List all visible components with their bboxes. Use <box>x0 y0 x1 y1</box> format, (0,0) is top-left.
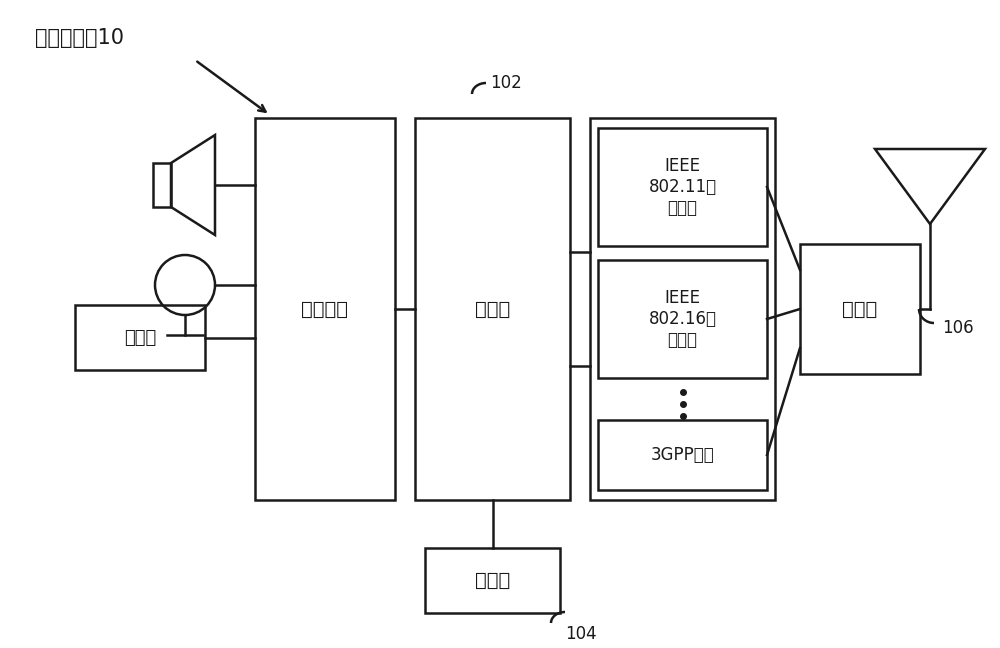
Text: 3GPP接口: 3GPP接口 <box>651 446 714 464</box>
Text: 102: 102 <box>490 74 522 92</box>
Text: 用户接口: 用户接口 <box>302 299 349 319</box>
Text: 耦合器: 耦合器 <box>842 299 878 319</box>
Bar <box>590 118 775 500</box>
Text: 显示器: 显示器 <box>124 329 156 347</box>
Text: IEEE
802.11网
络接口: IEEE 802.11网 络接口 <box>648 157 717 217</box>
Bar <box>800 244 920 374</box>
Text: 处理器: 处理器 <box>475 299 510 319</box>
Bar <box>598 128 767 246</box>
Bar <box>425 548 560 613</box>
Bar <box>415 118 570 500</box>
Bar <box>598 420 767 490</box>
Text: 存储器: 存储器 <box>475 571 510 590</box>
Text: 104: 104 <box>565 625 597 643</box>
Bar <box>255 118 395 500</box>
Text: 106: 106 <box>942 319 974 337</box>
Bar <box>75 305 205 370</box>
Text: 计算机终端10: 计算机终端10 <box>35 28 124 48</box>
Text: IEEE
802.16网
络接口: IEEE 802.16网 络接口 <box>648 289 716 349</box>
Bar <box>153 163 171 207</box>
Bar <box>598 260 767 378</box>
